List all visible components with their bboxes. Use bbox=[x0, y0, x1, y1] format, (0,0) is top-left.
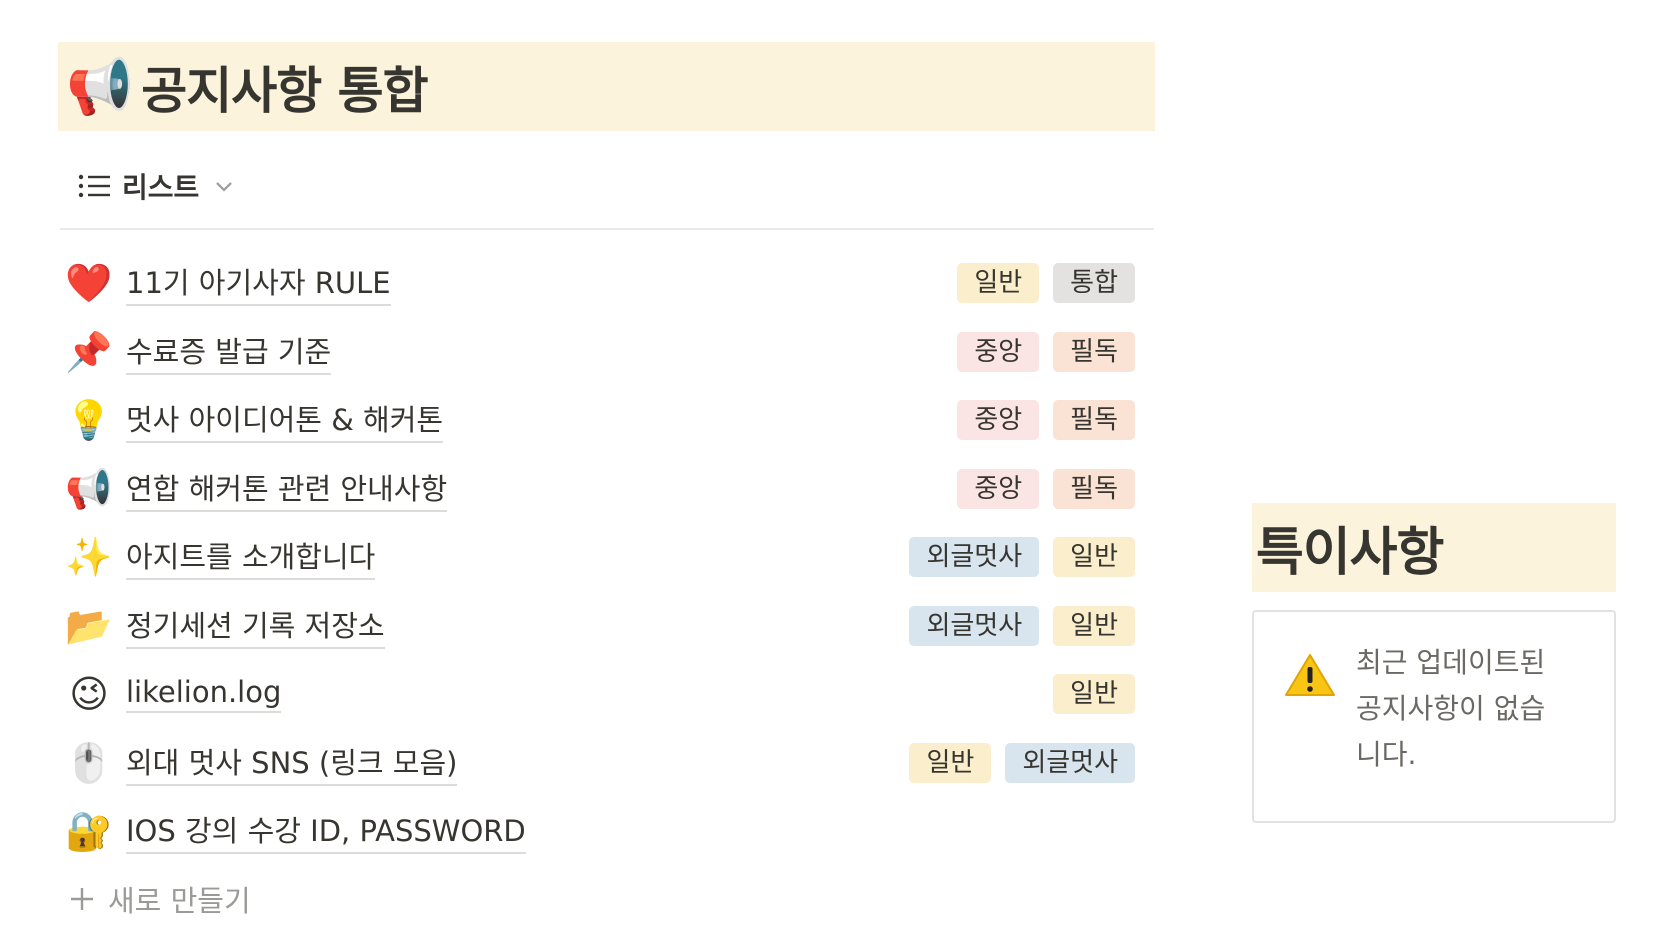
tag-group: 중앙 필독 bbox=[957, 400, 1135, 441]
list-item-title[interactable]: IOS 강의 수강 ID, PASSWORD bbox=[126, 808, 526, 855]
tag-badge: 외글멋사 bbox=[1005, 742, 1135, 783]
list-item[interactable]: 💡 멋사 아이디어톤 & 해커톤 중앙 필독 bbox=[60, 386, 1135, 455]
tag-badge: 일반 bbox=[1053, 605, 1135, 646]
list-item-title[interactable]: 외대 멋사 SNS (링크 모음) bbox=[126, 740, 458, 786]
list-item[interactable]: 📂 정기세션 기록 저장소 외글멋사 일반 bbox=[60, 592, 1135, 661]
tag-group: 중앙 필독 bbox=[957, 468, 1135, 509]
list-item[interactable]: 🖱️ 외대 멋사 SNS (링크 모음) 일반 외글멋사 bbox=[60, 729, 1135, 798]
warning-icon bbox=[1285, 654, 1335, 696]
tag-badge: 중앙 bbox=[957, 468, 1040, 509]
special-notes-title: 특이사항 bbox=[1256, 523, 1444, 583]
notice-callout: 최근 업데이트된 공지사항이 없습니다. bbox=[1252, 610, 1616, 823]
tag-group: 중앙 필독 bbox=[957, 331, 1135, 372]
view-divider bbox=[60, 228, 1154, 230]
database-list: ❤️ 11기 아기사자 RULE 일반 통합 📌 수료증 발급 기준 중앙 필독 💡 멋사 아이디… bbox=[60, 249, 1135, 866]
list-item-title[interactable]: 멋사 아이디어톤 & 해커톤 bbox=[126, 397, 444, 444]
tag-group: 일반 통합 bbox=[957, 263, 1135, 304]
page-emoji-icon: 📢 bbox=[65, 466, 113, 511]
chevron-down-icon bbox=[216, 182, 233, 192]
tag-badge: 필독 bbox=[1053, 468, 1135, 509]
tag-badge: 일반 bbox=[909, 742, 992, 783]
page-emoji-icon: 💡 bbox=[65, 398, 113, 443]
tag-badge: 필독 bbox=[1053, 331, 1135, 372]
list-item[interactable]: 🔐 IOS 강의 수강 ID, PASSWORD bbox=[60, 797, 1135, 866]
tag-badge: 일반 bbox=[1053, 674, 1135, 715]
megaphone-icon: 📢 bbox=[66, 54, 134, 118]
tag-badge: 외글멋사 bbox=[909, 537, 1040, 578]
list-item[interactable]: ✨ 아지트를 소개합니다 외글멋사 일반 bbox=[60, 523, 1135, 592]
tag-badge: 일반 bbox=[957, 263, 1040, 304]
page-emoji-icon: 📌 bbox=[65, 329, 113, 374]
list-item-title[interactable]: 연합 해커톤 관련 안내사항 bbox=[126, 466, 448, 512]
tag-badge: 외글멋사 bbox=[909, 605, 1040, 646]
tag-badge: 일반 bbox=[1053, 537, 1135, 578]
page-emoji-icon: 🔐 bbox=[65, 809, 113, 854]
list-item[interactable]: 📌 수료증 발급 기준 중앙 필독 bbox=[60, 318, 1135, 387]
tag-group: 외글멋사 일반 bbox=[909, 605, 1135, 646]
list-item[interactable]: 😉 likelion.log 일반 bbox=[60, 660, 1135, 729]
view-label: 리스트 bbox=[122, 171, 200, 204]
page-emoji-icon: 🖱️ bbox=[65, 740, 113, 785]
page-emoji-icon: ✨ bbox=[65, 535, 113, 580]
tag-badge: 중앙 bbox=[957, 331, 1040, 372]
database-title-banner: 📢 공지사항 통합 bbox=[58, 42, 1155, 131]
list-item-title[interactable]: 정기세션 기록 저장소 bbox=[126, 603, 385, 649]
tag-badge: 중앙 bbox=[957, 400, 1040, 441]
tag-badge: 필독 bbox=[1053, 400, 1135, 441]
tag-group: 일반 bbox=[1053, 674, 1135, 715]
page-emoji-icon: 😉 bbox=[69, 672, 109, 717]
list-item[interactable]: ❤️ 11기 아기사자 RULE 일반 통합 bbox=[60, 249, 1135, 318]
tag-group: 일반 외글멋사 bbox=[909, 742, 1135, 783]
tag-group: 외글멋사 일반 bbox=[909, 537, 1135, 578]
list-item[interactable]: 📢 연합 해커톤 관련 안내사항 중앙 필독 bbox=[60, 455, 1135, 524]
special-notes-banner: 특이사항 bbox=[1252, 503, 1616, 592]
database-title[interactable]: 공지사항 통합 bbox=[141, 61, 428, 120]
page-emoji-icon: ❤️ bbox=[65, 261, 113, 306]
new-item-label: 새로 만들기 bbox=[108, 884, 251, 918]
list-item-title[interactable]: likelion.log bbox=[126, 675, 282, 714]
page-emoji-icon: 📂 bbox=[65, 603, 113, 648]
view-switcher[interactable]: 리스트 bbox=[78, 164, 235, 208]
list-item-title[interactable]: 아지트를 소개합니다 bbox=[126, 534, 376, 581]
tag-badge: 통합 bbox=[1053, 263, 1135, 304]
new-item-button[interactable]: 새로 만들기 bbox=[68, 878, 251, 920]
list-view-icon bbox=[78, 174, 110, 198]
list-item-title[interactable]: 수료증 발급 기준 bbox=[126, 329, 332, 375]
list-item-title[interactable]: 11기 아기사자 RULE bbox=[126, 260, 391, 307]
callout-text: 최근 업데이트된 공지사항이 없습니다. bbox=[1356, 646, 1546, 771]
plus-icon bbox=[71, 888, 93, 910]
